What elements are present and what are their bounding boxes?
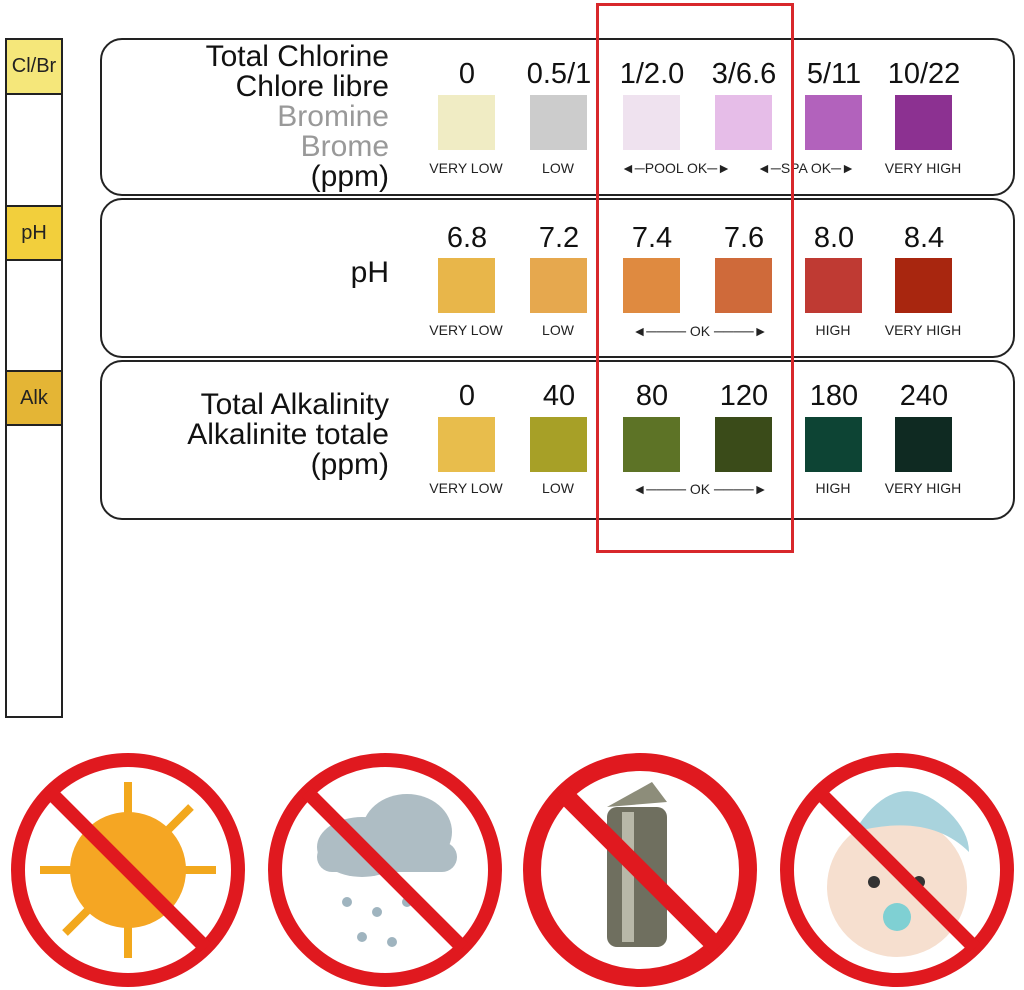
ph-color-swatch — [715, 258, 772, 313]
alkalinity-value: 40 — [542, 380, 576, 412]
alkalinity-value: 0 — [458, 380, 476, 412]
alk-ok-range: ◄──── OK ────► — [632, 481, 768, 497]
chlorine-level-label: LOW — [542, 160, 574, 176]
chlorine-value: 3/6.6 — [711, 58, 777, 90]
ph-color-swatch — [438, 258, 495, 313]
ph-level-label: LOW — [542, 322, 574, 338]
alkalinity-color-swatch — [715, 417, 772, 472]
alkalinity-level-label: VERY HIGH — [884, 480, 962, 496]
ph-level-label: VERY HIGH — [884, 322, 962, 338]
alkalinity-value: 120 — [719, 380, 769, 412]
ph-title: pH — [350, 256, 389, 289]
alkalinity-value: 180 — [809, 380, 859, 412]
ph-level-label: HIGH — [815, 322, 851, 338]
ph-value: 8.0 — [813, 222, 855, 254]
pool-ok-range: ◄─POOL OK─► — [620, 160, 732, 176]
chlorine-value: 1/2.0 — [619, 58, 685, 90]
chlorine-value: 5/11 — [806, 58, 862, 90]
alkalinity-value: 80 — [635, 380, 669, 412]
alkalinity-color-swatch — [530, 417, 587, 472]
pad-alk: Alk — [5, 370, 63, 426]
chlorine-panel — [100, 38, 1015, 196]
ph-level-label: VERY LOW — [429, 322, 503, 338]
chlorine-level-label: VERY LOW — [429, 160, 503, 176]
ph-value: 7.6 — [723, 222, 765, 254]
ph-value: 7.4 — [631, 222, 673, 254]
no-open-container-icon — [523, 753, 757, 987]
alkalinity-level-label: HIGH — [815, 480, 851, 496]
ph-value: 8.4 — [903, 222, 945, 254]
chlorine-value: 0.5/1 — [526, 58, 592, 90]
alkalinity-color-swatch — [895, 417, 952, 472]
alkalinity-value: 240 — [899, 380, 949, 412]
ph-color-swatch — [805, 258, 862, 313]
no-sun-icon — [11, 753, 245, 987]
chlorine-color-swatch — [805, 95, 862, 150]
ph-value: 6.8 — [446, 222, 488, 254]
chlorine-level-label: VERY HIGH — [884, 160, 962, 176]
chlorine-color-swatch — [895, 95, 952, 150]
ph-panel — [100, 198, 1015, 358]
chlorine-color-swatch — [623, 95, 680, 150]
ph-color-swatch — [895, 258, 952, 313]
pad-ph: pH — [5, 205, 63, 261]
no-children-icon — [780, 753, 1014, 987]
ph-color-swatch — [623, 258, 680, 313]
chlorine-value: 0 — [458, 58, 476, 90]
pad-cl-br: Cl/Br — [5, 38, 63, 95]
no-rain-icon — [268, 753, 502, 987]
ph-color-swatch — [530, 258, 587, 313]
chlorine-color-swatch — [438, 95, 495, 150]
ph-value: 7.2 — [538, 222, 580, 254]
ph-ok-range: ◄──── OK ────► — [632, 323, 768, 339]
ideal-range-highlight — [596, 3, 794, 553]
alkalinity-color-swatch — [438, 417, 495, 472]
chlorine-title: Total Chlorine Chlore libre Bromine Brome … — [205, 40, 389, 193]
chlorine-color-swatch — [715, 95, 772, 150]
alkalinity-panel — [100, 360, 1015, 520]
alkalinity-level-label: LOW — [542, 480, 574, 496]
chlorine-color-swatch — [530, 95, 587, 150]
alkalinity-title: Total Alkalinity Alkalinite totale (ppm) — [187, 388, 389, 481]
alkalinity-level-label: VERY LOW — [429, 480, 503, 496]
alkalinity-color-swatch — [805, 417, 862, 472]
chlorine-value: 10/22 — [887, 58, 961, 90]
alkalinity-color-swatch — [623, 417, 680, 472]
